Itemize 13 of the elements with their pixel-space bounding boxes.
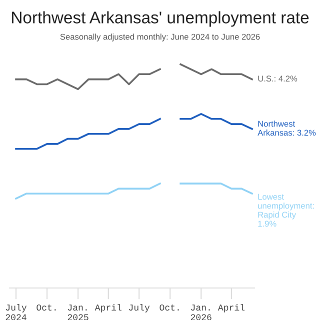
x-tick-label: July [129,304,150,312]
annotation: U.S.: 4.2% [258,76,298,82]
x-tick-label: July 2024 [6,304,27,320]
x-tick-label: April [218,304,245,312]
chart-title: Northwest Arkansas' unemployment rate [12,11,309,27]
x-tick-label: Jan. 2026 [190,304,212,320]
annotation: Lowest unemployment: Rapid City 1.9% [258,194,314,227]
annotation: Northwest Arkansas: 3.2% [258,120,316,136]
x-tick-label: April [94,304,122,312]
x-tick-label: Jan. 2025 [68,304,88,320]
x-tick-label: Oct. [36,304,56,311]
x-tick-label: Oct. [160,304,179,311]
chart-subtitle: Seasonally adjusted monthly: June 2024 to June 2026 [60,34,260,42]
